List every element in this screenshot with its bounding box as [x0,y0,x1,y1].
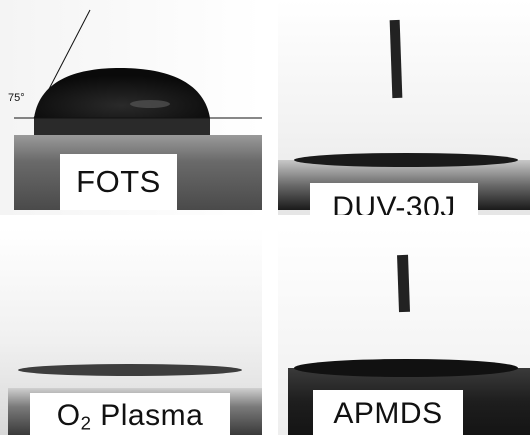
fots-tangent-line [33,9,91,119]
panel-apmds: APMDS [278,228,530,435]
apmds-droplet [294,359,518,377]
panel-o2-plasma: O2 Plasma [0,228,262,435]
o2-droplet [18,364,242,376]
fots-label: FOTS [60,154,177,210]
panel-fots: 75° FOTS [0,0,262,215]
duv30j-droplet [294,153,518,167]
duv30j-needle [389,19,403,99]
o2-label-rest: Plasma [91,399,204,432]
o2-label-sub: 2 [80,412,92,434]
apmds-label: APMDS [313,390,463,435]
panel-duv30j: DUV-30J [278,0,530,215]
o2-label-main: O [56,399,81,432]
fots-angle-label: 75° [8,92,25,104]
duv30j-label: DUV-30J [310,183,478,215]
apmds-needle [397,254,411,313]
o2-plasma-label: O2 Plasma [30,393,230,435]
